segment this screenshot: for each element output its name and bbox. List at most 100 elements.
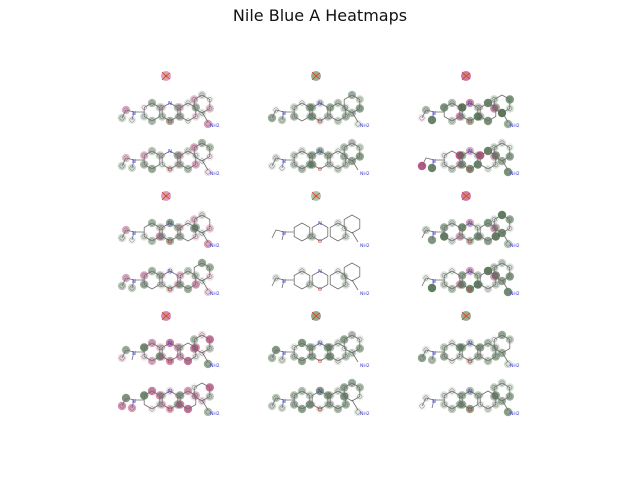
amine-label: NH2: [510, 411, 520, 417]
atom-marker: [273, 395, 279, 401]
sulfate-bond: [311, 75, 317, 81]
sulfate-ion: [161, 191, 171, 201]
ring-bond: [343, 142, 361, 162]
molecule: N N O NH2: [117, 138, 220, 177]
molecule: N N O NH2: [421, 258, 520, 297]
atom-marker: [485, 286, 491, 292]
atom-marker: [199, 278, 205, 284]
atom-marker: [199, 260, 205, 266]
amine-label: NH2: [210, 171, 220, 177]
sulfate-bond: [315, 312, 321, 317]
atom-marker: [317, 100, 323, 106]
ring-bond: [293, 102, 311, 122]
atom-marker: [167, 358, 173, 364]
oxygen-label: O: [318, 287, 322, 293]
nitrogen-label: N: [318, 341, 322, 347]
amine-label: NH2: [510, 363, 520, 369]
amine-bond: [351, 159, 359, 171]
nitrogen-label: N: [282, 351, 286, 357]
sulfate-bond: [311, 191, 317, 197]
atom-marker: [185, 100, 191, 106]
atom-marker: [119, 115, 125, 121]
sulfate-bond: [165, 312, 171, 317]
molecule-heatmap: N N O NH2 N N O NH2: [117, 311, 220, 417]
atom-marker: [199, 158, 205, 164]
atom-marker: [167, 340, 173, 346]
atom-marker: [485, 220, 491, 226]
atom-marker: [485, 100, 491, 106]
sulfate-bond: [461, 195, 467, 201]
atom-marker: [149, 100, 155, 106]
atom-marker: [467, 166, 473, 172]
atom-marker: [499, 140, 505, 146]
molecule: N N O NH2: [417, 71, 520, 129]
atom-marker: [185, 406, 191, 412]
amine-label: NH2: [210, 243, 220, 249]
amine-label: NH2: [360, 291, 370, 297]
sulfate-bond: [161, 71, 167, 77]
molecule: N N O NH2: [417, 138, 520, 177]
heat-spot: [503, 167, 513, 177]
atom-marker: [499, 380, 505, 386]
ring-bond: [329, 222, 347, 242]
molecule: N N O NH2: [117, 311, 220, 369]
atom-marker: [269, 115, 275, 121]
amine-label: NH2: [360, 123, 370, 129]
ring-bond: [311, 150, 329, 170]
sulfate-ion: [461, 71, 471, 81]
atom-marker: [123, 155, 129, 161]
sulfate-ion: [461, 311, 471, 321]
atom-marker: [167, 238, 173, 244]
ring-bond: [343, 382, 361, 402]
oxygen-label: O: [318, 359, 322, 365]
ring-bond: [143, 342, 161, 362]
heat-spot: [353, 119, 363, 129]
ring-bond: [493, 214, 511, 234]
atom-marker: [499, 350, 505, 356]
nitrogen-label: N: [432, 351, 436, 357]
oxygen-label: O: [468, 119, 472, 125]
atom-marker: [273, 347, 279, 353]
atom-marker: [167, 268, 173, 274]
sulfate-bond: [165, 195, 171, 200]
nitrogen-label: N: [282, 279, 286, 285]
molecule: N N O NH2: [417, 311, 520, 369]
ethyl-bond: [431, 399, 435, 409]
atom-marker: [129, 165, 135, 171]
atom-marker: [167, 286, 173, 292]
ring-bond: [179, 150, 197, 170]
atom-marker: [335, 340, 341, 346]
ring-bond: [161, 390, 179, 410]
atom-marker: [149, 238, 155, 244]
ring-bond: [461, 342, 479, 362]
atom-marker: [185, 166, 191, 172]
atom-marker: [449, 166, 455, 172]
molecule: N N O NH2: [271, 262, 370, 297]
ring-bond: [293, 150, 311, 170]
atom-marker: [269, 355, 275, 361]
atom-marker: [335, 268, 341, 274]
atom-marker: [467, 406, 473, 412]
ring-bond: [443, 222, 461, 242]
atom-marker: [185, 286, 191, 292]
nitrogen-label: N: [132, 159, 136, 165]
ethyl-bond: [281, 351, 285, 361]
molecule: N N O NH2: [117, 382, 220, 417]
amine-bond: [501, 111, 509, 123]
ring-bond: [179, 390, 197, 410]
atom-marker: [149, 268, 155, 274]
heat-spot: [503, 119, 513, 129]
sulfate-ion: [311, 311, 321, 321]
ethyl-bond: [271, 109, 294, 119]
atom-marker: [485, 268, 491, 274]
atom-marker: [199, 350, 205, 356]
sulfate-bond: [465, 195, 471, 200]
ring-bond: [493, 262, 511, 282]
amine-bond: [501, 351, 509, 363]
amine-bond: [201, 231, 209, 243]
heatmap-panel: N N O NH2 N N O NH2: [117, 62, 238, 177]
sulfate-bond: [161, 75, 167, 81]
sulfate-ion: [311, 191, 321, 201]
atom-marker: [149, 220, 155, 226]
molecule: N N O NH2: [267, 71, 370, 129]
